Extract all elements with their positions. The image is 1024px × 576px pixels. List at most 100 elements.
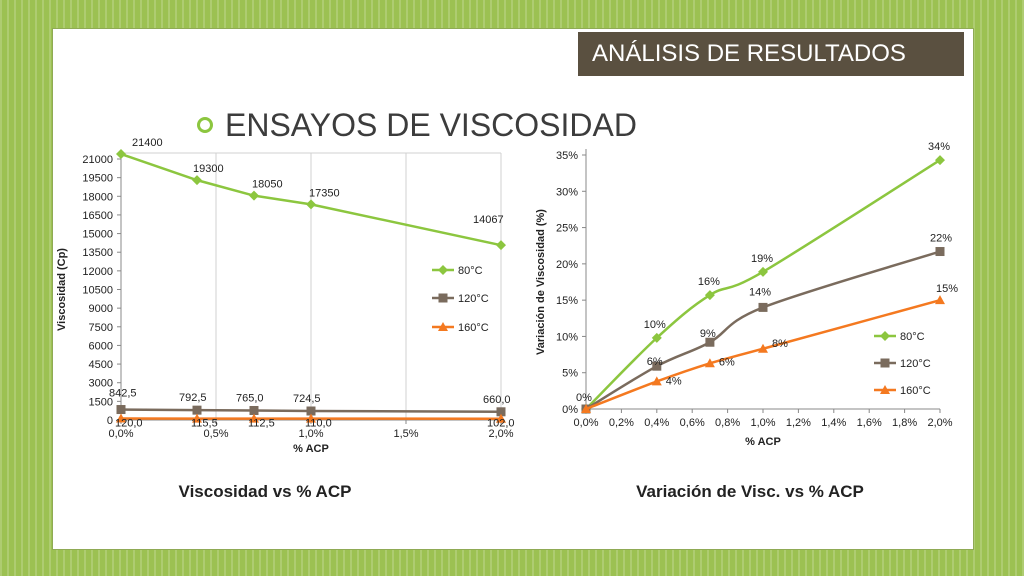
legend-label: 120°C [458,293,489,305]
data-point [116,405,126,415]
legend-item: 80°C [432,265,483,277]
y-tick-label: 16500 [82,210,113,222]
y-tick-label: 20% [556,259,578,271]
series-line [585,159,941,410]
data-label: 10% [644,319,666,331]
y-tick-label: 9000 [89,303,113,315]
caption-variation: Variación de Visc. vs % ACP [636,482,864,501]
x-tick-label: 1,6% [857,417,882,429]
series-1: 0% 10% 16% 19% 34% [576,141,950,414]
data-point [192,413,202,423]
data-point [705,337,715,347]
legend-marker [438,265,448,275]
data-point [704,290,715,301]
x-tick-label: 1,5% [393,428,418,440]
y-tick-label: 19500 [82,173,113,185]
data-label: 6% [647,356,663,368]
y-tick-label: 0% [562,404,578,416]
legend-item: 120°C [874,358,931,370]
data-point [758,266,768,277]
y-tick-label: 1500 [89,396,113,408]
y-tick-label: 21000 [82,154,113,166]
y-tick-label: 4500 [89,359,113,371]
data-label: 16% [698,276,720,288]
section-banner: ANÁLISIS DE RESULTADOS [575,29,967,79]
y-tick-label: 25% [556,223,578,235]
y-tick-label: 30% [556,186,578,198]
y-tick-label: 0 [107,415,113,427]
y-tick-label: 6000 [89,340,113,352]
legend-item: 120°C [432,293,489,305]
legend-marker [438,293,448,303]
y-tick-label: 35% [556,150,578,162]
data-point [652,361,662,371]
x-tick-label: 0,8% [715,417,740,429]
data-point [496,413,506,423]
data-label: 0% [576,392,592,404]
data-label: 19300 [193,163,224,175]
legend-label: 160°C [900,385,931,397]
data-point [192,175,202,186]
legend-label: 80°C [900,331,925,343]
data-label: 21400 [132,137,163,149]
data-point [935,295,945,305]
y-tick-label: 10% [556,331,578,343]
data-label: 792,5 [179,392,207,404]
series-line [585,298,941,411]
data-point [758,343,768,353]
x-axis-title: % ACP [745,436,781,448]
x-tick-label: 1,8% [892,417,917,429]
data-label: 110,0 [305,418,332,430]
data-label: 660,0 [483,394,511,406]
x-tick-label: 0,4% [644,417,669,429]
y-tick-label: 18000 [82,191,113,203]
data-point [651,332,662,343]
data-label: 112,5 [248,418,275,430]
caption-viscosity: Viscosidad vs % ACP [178,482,352,501]
data-point [496,240,506,251]
x-tick-label: 2,0% [488,428,513,440]
data-label: 842,5 [109,388,137,400]
data-label: 120,0 [115,418,143,430]
data-point [581,404,591,413]
legend-marker [880,358,890,368]
y-tick-label: 5% [562,368,578,380]
data-label: 17350 [309,187,340,199]
x-tick-label: 0,5% [203,428,228,440]
legend-item: 160°C [432,322,489,334]
data-label: 8% [772,338,788,350]
series-2: 842,5 792,5 765,0 724,5 660,0 [109,388,511,417]
data-label: 6% [719,356,735,368]
heading-text: ENSAYOS DE VISCOSIDAD [225,106,637,143]
data-point [758,302,768,312]
variation-chart: 0% 5% 10% 15% 20% 25% 30% 35% 0,0% 0,2% 0,4% 0,6% 0,… [535,141,958,448]
data-point [935,247,945,257]
x-axis-title: % ACP [293,443,329,455]
series-3: 120,0 115,5 112,5 110,0 102,0 [115,413,515,430]
data-point [306,413,316,423]
legend-label: 80°C [458,265,483,277]
y-axis-title: Variación de Viscosidad (%) [535,209,547,355]
data-point [651,376,662,386]
data-label: 14% [749,286,771,298]
legend-label: 120°C [900,358,931,370]
x-tick-label: 1,0% [298,428,323,440]
y-tick-label: 13500 [82,247,113,259]
data-point [704,358,715,368]
legend-marker [438,322,448,331]
data-point [306,406,316,416]
data-point [192,405,202,415]
data-point [116,413,126,423]
heading: ENSAYOS DE VISCOSIDAD [197,103,637,147]
x-tick-label: 0,6% [680,417,705,429]
data-point [249,405,259,415]
x-tick-label: 0,0% [573,417,598,429]
data-label: 102,0 [487,418,515,430]
legend-item: 160°C [874,385,931,397]
y-axis-title: Viscosidad (Cp) [56,248,68,331]
data-label: 19% [751,253,773,265]
data-point [249,413,259,423]
y-tick-label: 15% [556,295,578,307]
data-point [935,155,945,166]
bullet-circle-icon [197,117,213,133]
